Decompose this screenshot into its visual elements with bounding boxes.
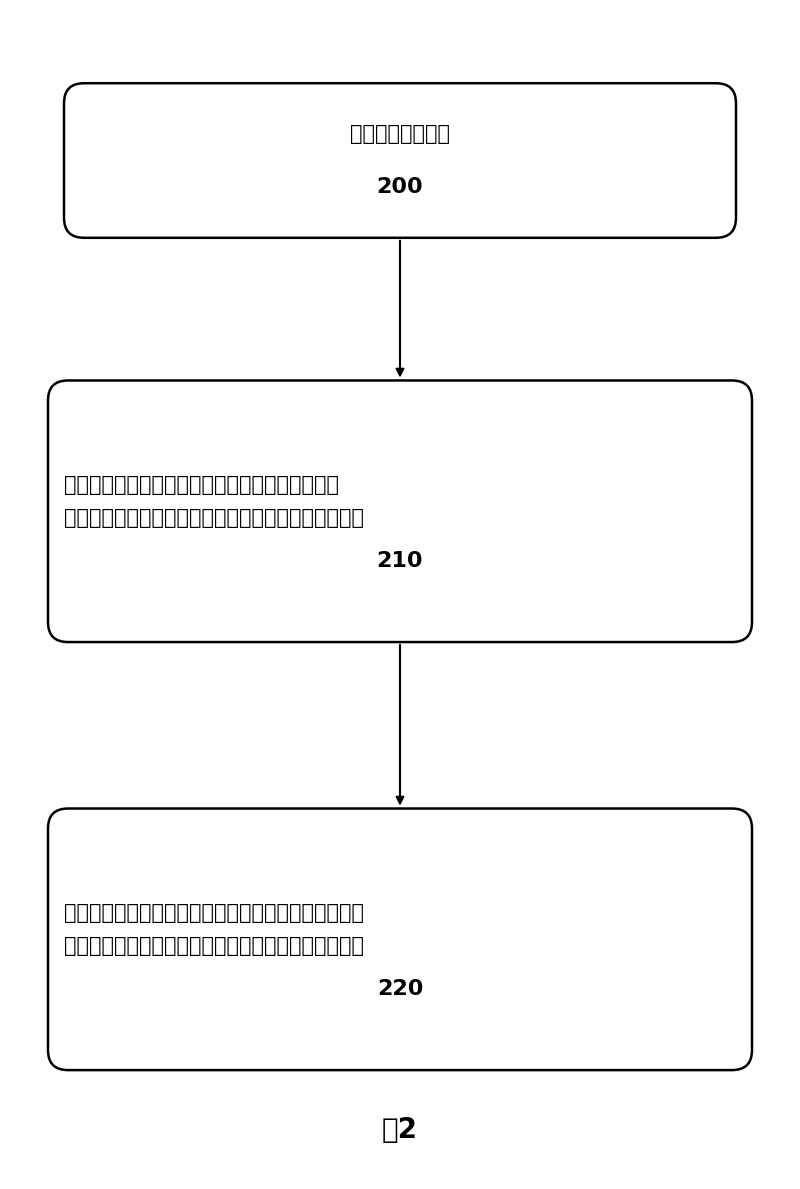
- Text: 启动器的线圈，以使启动器从第一位置移动到第二位置: 启动器的线圈，以使启动器从第一位置移动到第二位置: [64, 508, 364, 528]
- Text: 施加一系列调制电流脉冲使其沿第一方向通过磁力: 施加一系列调制电流脉冲使其沿第一方向通过磁力: [64, 474, 339, 495]
- FancyBboxPatch shape: [48, 380, 752, 642]
- Text: 输入一个电力信号: 输入一个电力信号: [350, 125, 450, 144]
- Text: 图2: 图2: [382, 1115, 418, 1144]
- Text: 210: 210: [377, 552, 423, 571]
- Text: 施加一系列调制电流脉冲使其沿第二方向通过磁力启动: 施加一系列调制电流脉冲使其沿第二方向通过磁力启动: [64, 902, 364, 923]
- FancyBboxPatch shape: [64, 83, 736, 238]
- FancyBboxPatch shape: [48, 809, 752, 1070]
- Text: 器的线圈，以使启动器从第二个位置移动到第一个位置: 器的线圈，以使启动器从第二个位置移动到第一个位置: [64, 936, 364, 956]
- Text: 200: 200: [377, 177, 423, 196]
- Text: 220: 220: [377, 980, 423, 999]
